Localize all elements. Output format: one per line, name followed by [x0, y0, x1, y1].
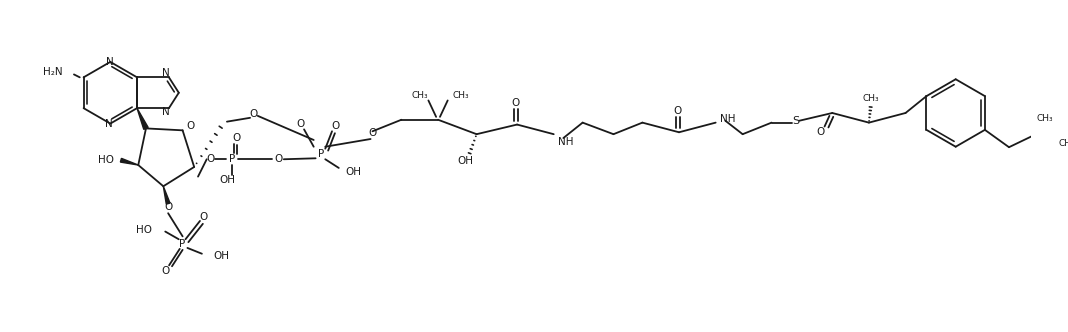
Text: N: N — [107, 57, 114, 67]
Text: N: N — [105, 119, 112, 128]
Text: O: O — [250, 109, 258, 119]
Text: HO: HO — [136, 225, 152, 235]
Text: S: S — [792, 116, 799, 126]
Text: O: O — [186, 122, 194, 131]
Text: OH: OH — [346, 167, 361, 177]
Text: O: O — [164, 203, 172, 212]
Text: OH: OH — [214, 251, 230, 261]
Text: O: O — [233, 133, 240, 143]
Text: O: O — [332, 121, 340, 130]
Text: N: N — [162, 107, 170, 117]
Text: P: P — [229, 154, 235, 164]
Polygon shape — [163, 186, 170, 204]
Text: O: O — [200, 212, 208, 222]
Text: O: O — [511, 98, 519, 108]
Polygon shape — [137, 108, 148, 129]
Text: CH₃: CH₃ — [863, 94, 879, 103]
Text: O: O — [817, 127, 824, 137]
Text: N: N — [162, 68, 170, 78]
Text: P: P — [318, 149, 325, 159]
Text: OH: OH — [219, 175, 235, 186]
Text: CH₃: CH₃ — [1058, 139, 1068, 148]
Text: HO: HO — [98, 155, 114, 165]
Text: O: O — [673, 106, 681, 116]
Text: CH₃: CH₃ — [412, 91, 428, 100]
Text: O: O — [161, 266, 170, 276]
Text: CH₃: CH₃ — [1037, 114, 1053, 123]
Text: H₂N: H₂N — [43, 67, 62, 77]
Polygon shape — [121, 158, 138, 165]
Text: OH: OH — [457, 156, 473, 166]
Text: O: O — [273, 154, 282, 164]
Text: NH: NH — [557, 137, 574, 147]
Text: O: O — [368, 128, 377, 138]
Text: O: O — [296, 119, 304, 128]
Text: NH: NH — [720, 114, 735, 124]
Text: O: O — [206, 154, 215, 164]
Text: P: P — [179, 239, 186, 249]
Text: CH₃: CH₃ — [453, 91, 469, 100]
